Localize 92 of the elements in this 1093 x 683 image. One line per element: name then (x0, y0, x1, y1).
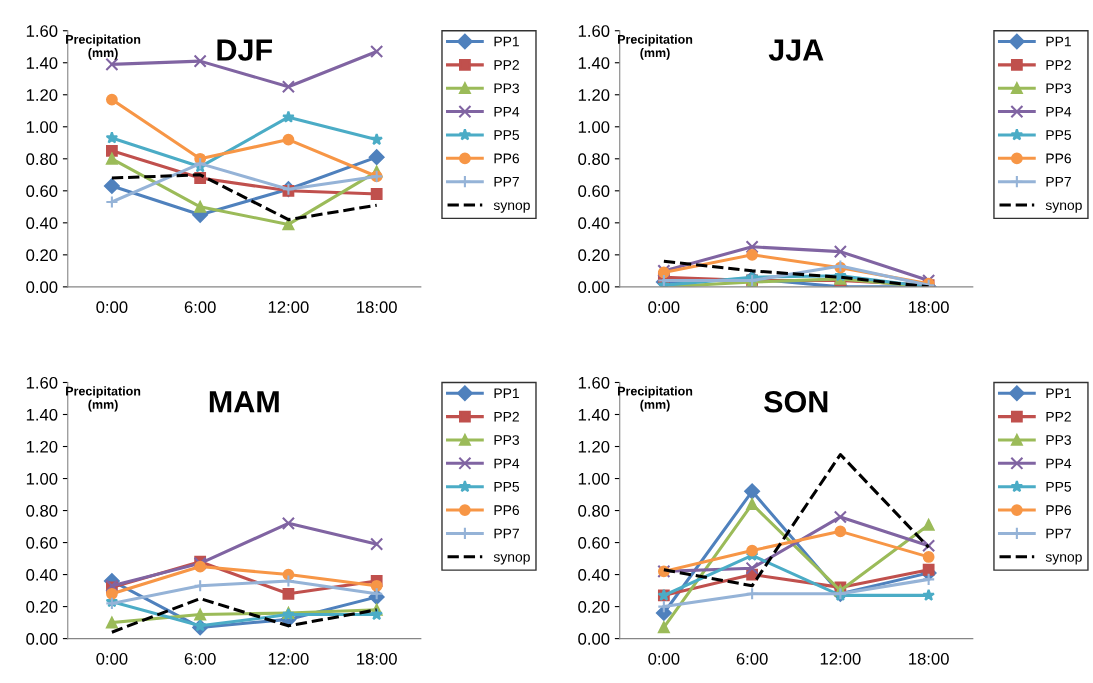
x-tick-label: 0:00 (96, 652, 128, 665)
x-tick-label: 18:00 (357, 301, 397, 313)
x-tick-label: 6:00 (736, 301, 768, 313)
legend-label: synop (493, 554, 530, 565)
y-tick-label: 0.40 (578, 568, 610, 581)
x-tick-label: 0:00 (648, 652, 680, 665)
x-tick-label: 12:00 (820, 652, 861, 665)
y-tick-label: 1.40 (26, 408, 58, 421)
y-tick-label: 1.40 (578, 57, 610, 69)
x-tick-label: 0:00 (96, 301, 128, 313)
y-tick-label: 1.20 (26, 440, 58, 453)
legend-label: PP5 (494, 130, 520, 140)
y-tick-label: 1.40 (578, 408, 610, 421)
y-axis-title: Precipitation (mm) (618, 386, 693, 412)
legend-label: PP4 (494, 106, 520, 117)
y-axis-title: Precipitation (mm) (618, 34, 693, 60)
y-tick-label: 0.80 (26, 153, 58, 165)
legend-label: PP6 (1046, 153, 1071, 164)
y-tick-label: 0.60 (578, 536, 610, 549)
legend-label: PP6 (494, 153, 520, 164)
legend-label: PP2 (1046, 60, 1071, 70)
y-axis-title: Precipitation (mm) (66, 386, 141, 412)
y-tick-label: 1.20 (578, 89, 610, 101)
y-axis-title: Precipitation (mm) (66, 34, 141, 60)
y-tick-label: 1.20 (578, 440, 610, 453)
legend-label: synop (1045, 554, 1082, 565)
legend-label: PP4 (1046, 106, 1072, 117)
y-tick-label: 0.20 (578, 600, 610, 613)
y-tick-label: 1.00 (578, 121, 610, 133)
y-tick-label: 0.00 (26, 281, 58, 294)
legend-label: PP2 (494, 411, 519, 422)
legend-label: PP3 (1046, 83, 1071, 94)
x-tick-label: 12:00 (820, 301, 861, 313)
legend-label: PP5 (1046, 482, 1072, 492)
legend-label: PP4 (494, 458, 520, 469)
legend-label: PP6 (494, 505, 520, 516)
y-tick-label: 0.20 (26, 249, 58, 262)
x-tick-label: 6:00 (184, 652, 216, 665)
legend-label: PP3 (494, 435, 520, 445)
legend-label: PP1 (494, 388, 519, 399)
legend-label: PP5 (494, 482, 520, 492)
legend-label: synop (1045, 202, 1082, 213)
x-tick-label: 12:00 (268, 652, 309, 665)
y-tick-label: 1.60 (26, 376, 58, 389)
y-tick-label: 0.60 (26, 185, 58, 198)
legend-label: PP3 (1046, 435, 1071, 445)
y-tick-label: 0.40 (26, 217, 58, 230)
y-tick-label: 0.00 (578, 281, 610, 294)
y-tick-label: 1.00 (578, 472, 610, 485)
y-tick-label: 0.20 (578, 249, 610, 262)
legend-label: synop (493, 202, 530, 213)
legend-label: PP2 (494, 60, 519, 70)
legend-label: PP1 (1046, 388, 1071, 399)
y-tick-label: 0.80 (578, 504, 610, 517)
legend-label: PP1 (1046, 36, 1071, 47)
y-tick-label: 0.80 (578, 153, 610, 165)
y-tick-label: 0.80 (26, 504, 58, 517)
y-tick-label: 1.20 (26, 89, 58, 101)
legend-label: PP5 (1046, 130, 1072, 140)
chart-title: JJA (768, 39, 824, 61)
legend-label: PP2 (1046, 411, 1071, 422)
y-tick-label: 1.00 (26, 121, 58, 133)
y-tick-label: 0.60 (26, 536, 58, 549)
chart-title: MAM (209, 391, 279, 413)
x-tick-label: 18:00 (909, 301, 949, 313)
legend-label: PP7 (1046, 176, 1071, 187)
y-tick-label: 1.60 (578, 25, 610, 37)
x-tick-label: 0:00 (648, 301, 680, 313)
legend-label: PP3 (494, 83, 520, 94)
y-tick-label: 0.00 (26, 633, 58, 645)
y-tick-label: 1.60 (578, 376, 610, 389)
legend-label: PP6 (1046, 505, 1071, 516)
legend-label: PP7 (494, 176, 519, 187)
x-tick-label: 6:00 (184, 301, 216, 313)
chart-title: SON (764, 390, 828, 413)
x-tick-label: 6:00 (736, 652, 768, 665)
chart-title: DJF (217, 39, 273, 61)
x-tick-label: 18:00 (909, 652, 949, 665)
y-tick-label: 1.40 (26, 57, 58, 69)
y-tick-label: 0.60 (578, 185, 610, 198)
y-tick-label: 0.00 (578, 633, 610, 645)
y-tick-label: 1.60 (26, 25, 58, 37)
legend-label: PP4 (1046, 458, 1072, 469)
x-tick-label: 12:00 (268, 301, 309, 313)
x-tick-label: 18:00 (357, 652, 397, 665)
y-tick-label: 0.40 (578, 217, 610, 230)
legend-label: PP1 (494, 36, 519, 47)
y-tick-label: 1.00 (26, 472, 58, 485)
y-tick-label: 0.40 (26, 568, 58, 581)
y-tick-label: 0.20 (26, 600, 58, 613)
legend-label: PP7 (1046, 528, 1071, 539)
legend-label: PP7 (494, 528, 519, 539)
